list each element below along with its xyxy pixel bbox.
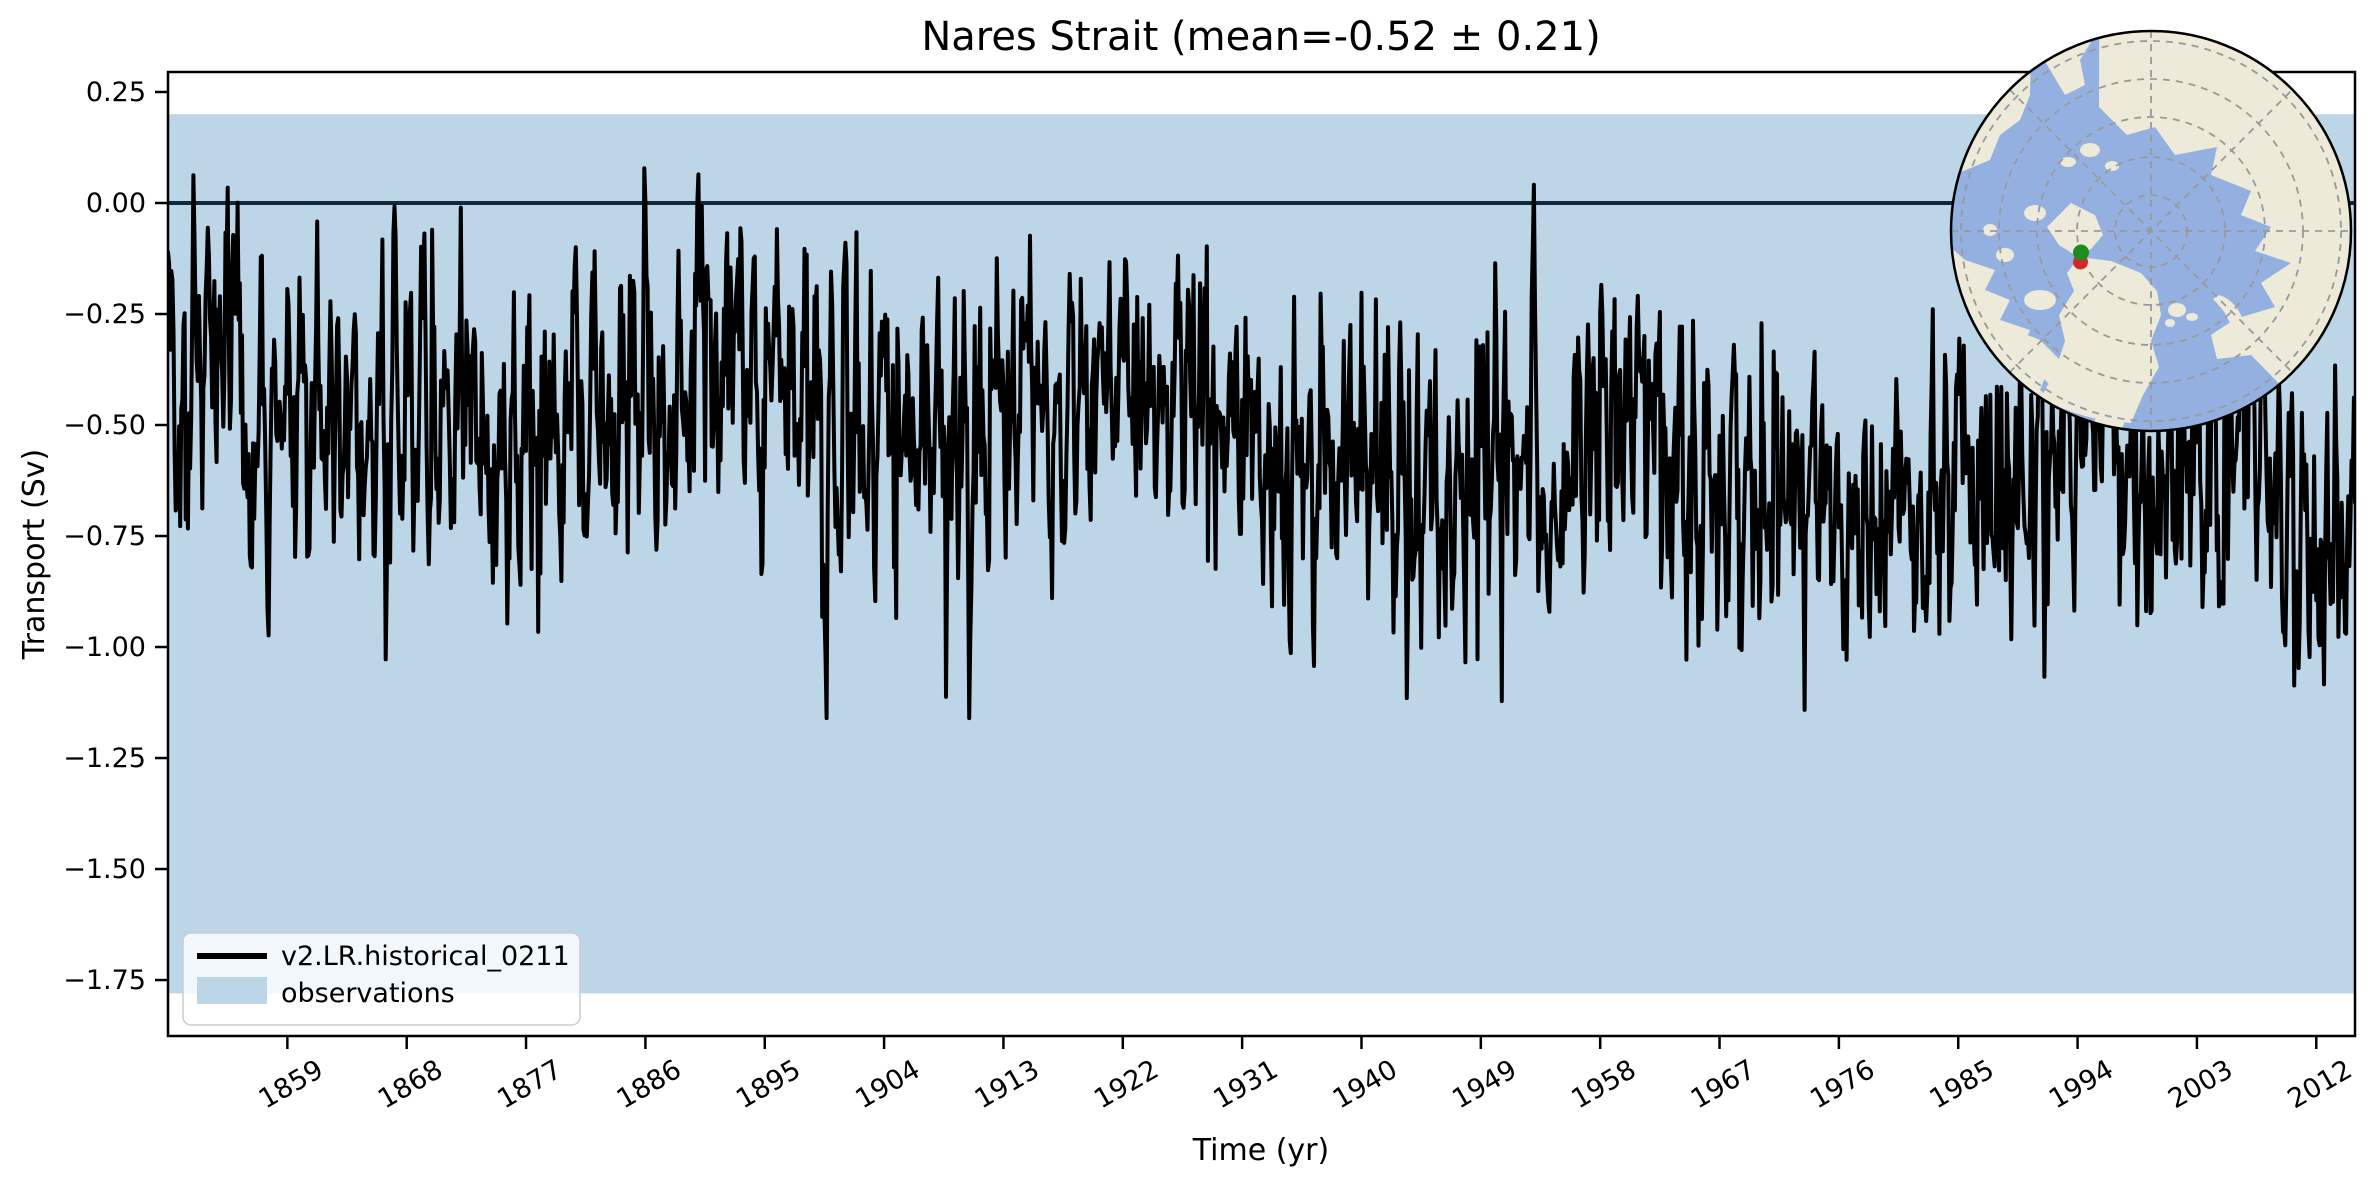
legend: v2.LR.historical_0211 observations: [182, 932, 581, 1026]
y-tick-label: −0.75: [63, 521, 146, 552]
y-tick-label: −0.50: [63, 410, 146, 441]
x-tick-label: 1859: [254, 1054, 329, 1115]
x-tick-label: 1904: [850, 1054, 925, 1115]
x-tick-label: 1967: [1686, 1054, 1761, 1115]
y-tick-label: 0.25: [86, 77, 146, 108]
x-axis-label: Time (yr): [1192, 1133, 1329, 1168]
legend-patch-sample: [197, 977, 267, 1004]
legend-label-model: v2.LR.historical_0211: [281, 941, 570, 972]
model-location-marker: [2073, 244, 2089, 261]
map-island: [1996, 248, 2014, 262]
map-land-chukotka: [2045, 39, 2093, 95]
y-tick-label: −0.25: [63, 299, 146, 330]
x-tick-label: 1886: [612, 1054, 687, 1115]
axes-spines: [166, 70, 2357, 1038]
map-land-ellesmere: [2047, 203, 2103, 255]
y-tick-label: 0.00: [86, 188, 146, 219]
map-land-victoria: [2024, 290, 2056, 310]
x-tick-label: 1877: [492, 1054, 567, 1115]
x-tick-label: 1940: [1328, 1054, 1403, 1115]
y-axis-label: Transport (Sv): [17, 449, 52, 661]
x-tick-label: 1922: [1089, 1054, 1164, 1115]
x-axis-ticks: 1859 1868 1877 1886 1895 1904 1913 1922 1931 1940…: [254, 1036, 2358, 1115]
map-land-greenland: [2041, 257, 2161, 423]
timeseries-line: [168, 166, 2355, 721]
map-border: [1949, 29, 2353, 433]
map-land-svalbard: [2186, 313, 2198, 321]
map-island: [2105, 161, 2119, 171]
x-tick-label: 1985: [1924, 1054, 1999, 1115]
map-island: [1983, 224, 1997, 236]
x-tick-label: 2012: [2283, 1054, 2358, 1115]
y-tick-label: −1.75: [63, 965, 146, 996]
x-tick-label: 1913: [970, 1054, 1045, 1115]
map-island: [2080, 143, 2100, 157]
legend-label-observations: observations: [281, 978, 455, 1009]
y-tick-label: −1.25: [63, 743, 146, 774]
map-inset: [1949, 29, 2353, 433]
map-graticule: [1951, 31, 2351, 431]
map-land-svalbard: [2165, 319, 2175, 327]
x-tick-label: 1976: [1805, 1054, 1880, 1115]
x-tick-label: 1895: [731, 1054, 806, 1115]
x-tick-label: 1958: [1566, 1054, 1641, 1115]
map-land-svalbard: [2168, 303, 2186, 317]
chart-title: Nares Strait (mean=-0.52 ± 0.21): [921, 14, 1600, 60]
map-island: [2060, 157, 2076, 167]
map-land-alaska: [1959, 71, 2031, 173]
x-tick-label: 2003: [2163, 1054, 2238, 1115]
y-tick-label: −1.00: [63, 632, 146, 663]
x-tick-label: 1931: [1208, 1054, 1283, 1115]
y-axis-ticks: 0.25 0.00 −0.25 −0.50 −0.75 −1.00 −1.25 −1.50 −1…: [63, 77, 168, 996]
x-tick-label: 1949: [1447, 1054, 1522, 1115]
map-land-axel: [2024, 205, 2046, 221]
x-tick-label: 1994: [2044, 1054, 2119, 1115]
legend-box: [182, 932, 581, 1026]
x-tick-label: 1868: [373, 1054, 448, 1115]
series-layer: [168, 166, 2355, 721]
y-tick-label: −1.50: [63, 854, 146, 885]
